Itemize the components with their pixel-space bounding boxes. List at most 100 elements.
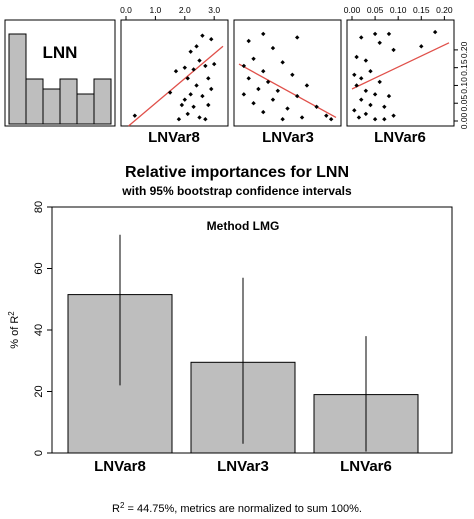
histogram-bar xyxy=(25,78,44,125)
top-tick-label: 0.00 xyxy=(344,5,361,15)
category-label: LNVar8 xyxy=(94,458,146,475)
scatter-point xyxy=(167,90,173,95)
scatter-point xyxy=(182,97,187,102)
scatter-point xyxy=(285,106,290,111)
scatter-label-lnvar6: LNVar6 xyxy=(374,129,426,146)
footer-text: = 44.75%, metrics are normalized to sum … xyxy=(124,503,362,515)
scatter-point xyxy=(391,113,396,118)
scatter-point xyxy=(354,54,359,60)
scatter-point xyxy=(275,88,280,93)
method-annotation: Method LMG xyxy=(207,219,280,233)
scatter-point xyxy=(328,117,334,122)
chart-title: Relative importances for LNN xyxy=(125,164,349,181)
scatter-point xyxy=(251,101,256,106)
footer-r-symbol: R xyxy=(112,503,120,515)
scatter-point xyxy=(372,31,378,37)
scatter-point xyxy=(209,37,214,42)
scatter-point xyxy=(324,113,329,118)
histogram-label: LNN xyxy=(43,43,78,62)
category-label: LNVar3 xyxy=(217,458,269,475)
scatter-point xyxy=(363,58,369,63)
y-tick-label: 40 xyxy=(33,324,45,336)
scatter-label-lnvar8: LNVar8 xyxy=(148,129,200,146)
histogram-bar xyxy=(42,88,61,125)
regression-line xyxy=(351,42,450,90)
scatter-point xyxy=(182,65,187,70)
y-axis-label-superscript: 2 xyxy=(7,311,16,316)
y-axis-label-text: % of R xyxy=(9,316,21,349)
scatter-point xyxy=(372,117,378,122)
scatter-point xyxy=(241,92,247,97)
top-tick-label: 1.0 xyxy=(149,5,161,15)
right-tick-label: 0.05 xyxy=(459,95,469,112)
r-squared-footer: R2 = 44.75%, metrics are normalized to s… xyxy=(112,501,362,516)
scatter-point xyxy=(419,44,424,49)
top-tick-label: 0.20 xyxy=(436,5,453,15)
scatter-point xyxy=(179,102,185,108)
y-tick-label: 60 xyxy=(33,262,45,274)
scatter-point xyxy=(203,117,208,122)
scatter-point xyxy=(382,104,387,109)
scatter-point xyxy=(382,117,387,122)
scatter-point xyxy=(191,67,196,72)
scatter-point xyxy=(185,111,190,117)
scatter-point xyxy=(203,63,208,69)
scatter-point xyxy=(261,31,266,37)
histogram-bar xyxy=(93,78,112,125)
regression-line xyxy=(238,63,337,118)
right-tick-label: 0.10 xyxy=(459,77,469,94)
right-tick-label: 0.20 xyxy=(459,41,469,58)
scatter-point xyxy=(246,76,251,81)
scatter-point xyxy=(354,83,359,88)
scatter-point xyxy=(290,72,295,77)
top-tick-label: 3.0 xyxy=(208,5,220,15)
footer-superscript: 2 xyxy=(120,501,125,510)
histogram-panel: LNN xyxy=(4,19,116,127)
category-label: LNVar6 xyxy=(340,458,392,475)
scatter-label-lnvar3: LNVar3 xyxy=(262,129,314,146)
scatter-point xyxy=(185,76,190,81)
top-tick-label: 2.0 xyxy=(179,5,191,15)
scatter-point xyxy=(270,45,276,51)
histogram-bar xyxy=(59,78,78,125)
scatter-point xyxy=(265,79,271,85)
scatter-point xyxy=(368,69,373,74)
right-tick-label: 0.15 xyxy=(459,59,469,76)
scatter-point xyxy=(356,115,362,120)
scatter-point xyxy=(251,56,256,61)
scatter-point xyxy=(261,69,266,74)
scatter-point xyxy=(246,38,251,44)
histogram-bar xyxy=(76,93,95,125)
scatter-point xyxy=(386,31,392,37)
top-tick-label: 0.15 xyxy=(413,5,430,15)
scatter-panel-lnvar3: LNVar3 xyxy=(233,19,342,146)
importance-bar-chart: Relative importances for LNN with 95% bo… xyxy=(7,164,453,515)
scatter-panel-lnvar8: LNVar8 0.0 1.0 2.0 3.0 xyxy=(120,5,229,146)
top-tick-label: 0.0 xyxy=(120,5,132,15)
scatter-point xyxy=(200,93,205,99)
scatter-point xyxy=(295,35,300,40)
scatter-point xyxy=(386,93,392,99)
scatter-point xyxy=(197,115,202,120)
top-tick-label: 0.10 xyxy=(390,5,407,15)
scatter-frame-lnvar8 xyxy=(120,19,229,127)
y-tick-label: 0 xyxy=(33,450,45,456)
scatter-point xyxy=(241,63,247,69)
scatter-point xyxy=(211,61,217,67)
scatter-point xyxy=(206,102,211,108)
scatter-point xyxy=(295,93,300,99)
scatter-point xyxy=(363,88,369,93)
histogram-bar xyxy=(8,33,27,125)
scatter-point xyxy=(304,83,310,88)
scatter-point xyxy=(261,109,266,115)
scatter-panel-lnvar6: LNVar6 0.00 0.05 0.10 0.15 0.200.000.050.100… xyxy=(344,5,469,146)
scatter-point xyxy=(377,79,382,85)
right-tick-label: 0.00 xyxy=(459,112,469,129)
y-axis-label: % of R2 xyxy=(7,311,22,349)
scatter-point xyxy=(432,29,438,35)
scatter-frame-lnvar6 xyxy=(346,19,455,127)
scatter-point xyxy=(280,60,285,65)
scatter-point xyxy=(363,111,369,117)
scatter-point xyxy=(280,117,285,122)
scatter-point xyxy=(352,108,357,113)
